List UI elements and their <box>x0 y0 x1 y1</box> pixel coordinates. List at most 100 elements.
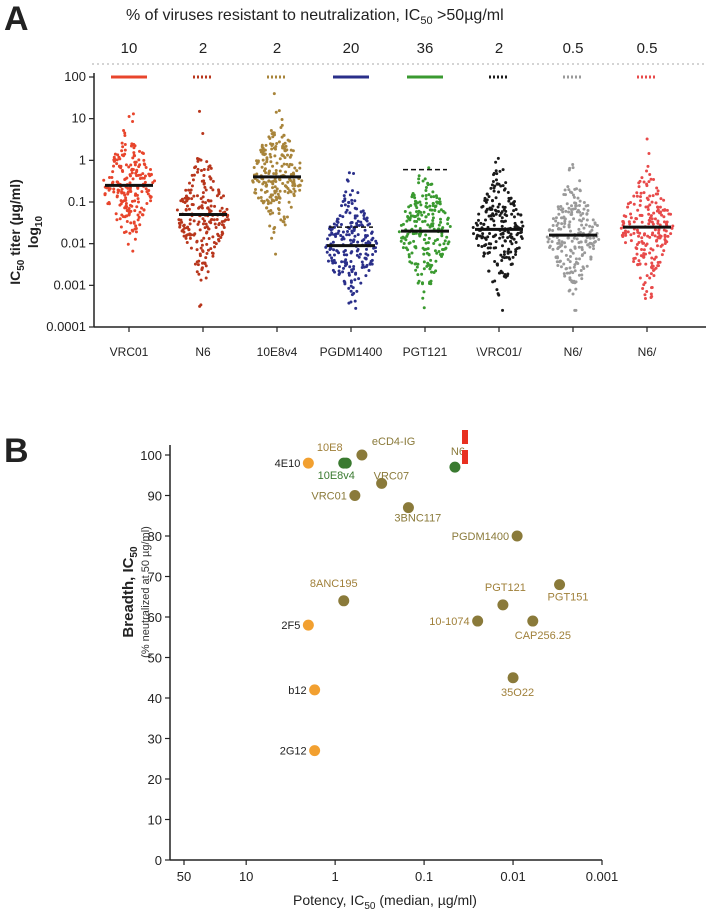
data-point <box>487 269 491 273</box>
data-point <box>146 192 150 196</box>
data-point <box>287 200 291 204</box>
data-point <box>416 213 420 217</box>
data-point <box>496 210 500 214</box>
antibody-label: VRC01 <box>311 491 346 503</box>
data-point <box>506 251 510 255</box>
data-point <box>141 213 145 217</box>
data-point <box>626 202 630 206</box>
data-point <box>124 198 128 202</box>
data-point <box>138 210 142 214</box>
data-point <box>435 251 439 255</box>
data-point <box>272 230 276 234</box>
data-point <box>202 236 206 240</box>
data-point <box>570 212 574 216</box>
data-point <box>482 223 486 227</box>
data-point <box>476 218 480 222</box>
data-point <box>406 214 410 218</box>
data-point <box>285 162 289 166</box>
data-point <box>494 240 498 244</box>
data-point <box>643 297 647 301</box>
data-point <box>195 248 199 252</box>
data-point <box>580 273 584 277</box>
data-point <box>252 166 256 170</box>
data-point <box>205 252 209 256</box>
data-point <box>494 160 498 164</box>
data-point <box>654 255 658 259</box>
data-point <box>190 184 194 188</box>
data-point <box>328 246 332 250</box>
data-point <box>629 216 633 220</box>
data-point <box>149 173 153 177</box>
data-point <box>663 208 667 212</box>
data-point <box>442 247 446 251</box>
data-point <box>414 246 418 250</box>
data-point <box>624 231 628 235</box>
antibody-point <box>356 449 368 461</box>
data-point <box>491 179 495 183</box>
data-point <box>556 221 560 225</box>
data-point <box>588 230 592 234</box>
antibody-label: 2G12 <box>280 746 307 758</box>
data-point <box>503 239 507 243</box>
data-point <box>574 308 578 312</box>
data-point <box>658 234 662 238</box>
data-point <box>273 189 277 193</box>
data-point <box>120 141 124 145</box>
data-point <box>424 188 428 192</box>
data-point <box>619 226 623 230</box>
data-point <box>554 219 558 223</box>
data-point <box>208 210 212 214</box>
data-point <box>255 178 259 182</box>
data-point <box>333 261 337 265</box>
data-point <box>492 171 496 175</box>
data-point <box>414 224 418 228</box>
data-point <box>181 228 185 232</box>
data-point <box>415 265 419 269</box>
data-point <box>351 286 355 290</box>
data-point <box>133 193 137 197</box>
data-point <box>349 224 353 228</box>
data-point <box>517 246 521 250</box>
data-point <box>580 246 584 250</box>
data-point <box>578 179 582 183</box>
data-point <box>123 152 127 156</box>
data-point <box>588 224 592 228</box>
data-point <box>506 190 510 194</box>
category-label: PGT121 <box>403 345 448 359</box>
data-point <box>344 210 348 214</box>
data-point <box>440 253 444 257</box>
data-point <box>353 299 357 303</box>
panel-a-y-tick-label: 10 <box>72 111 86 126</box>
panel-a-title: % of viruses resistant to neutralization… <box>126 7 504 27</box>
data-point <box>356 191 360 195</box>
data-point <box>423 248 427 252</box>
data-point <box>185 196 189 200</box>
data-point <box>270 236 274 240</box>
data-point <box>123 133 127 137</box>
data-point <box>365 219 369 223</box>
data-point <box>286 187 290 191</box>
data-point <box>127 165 131 169</box>
data-point <box>481 232 485 236</box>
data-point <box>342 279 346 283</box>
data-point <box>512 237 516 241</box>
category-label: VRC01 <box>110 345 149 359</box>
data-point <box>198 252 202 256</box>
data-point <box>128 231 132 235</box>
data-point <box>259 196 263 200</box>
data-point <box>500 219 504 223</box>
data-point <box>512 201 516 205</box>
data-point <box>283 223 287 227</box>
data-point <box>662 220 666 224</box>
data-point <box>638 203 642 207</box>
data-point <box>567 289 571 293</box>
data-point <box>568 260 572 264</box>
data-point <box>414 268 418 272</box>
data-point <box>493 259 497 263</box>
data-point <box>416 281 420 285</box>
data-point <box>275 142 279 146</box>
data-point <box>347 171 351 175</box>
data-point <box>586 208 590 212</box>
data-point <box>516 212 520 216</box>
data-point <box>571 166 575 170</box>
